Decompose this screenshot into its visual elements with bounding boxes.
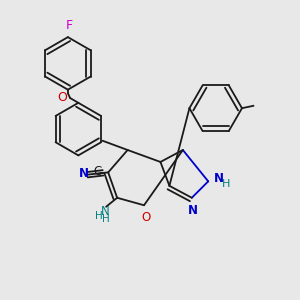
Text: N: N: [214, 172, 224, 185]
Text: H: H: [95, 211, 103, 221]
Text: O: O: [57, 91, 67, 103]
Text: H: H: [102, 214, 110, 224]
Text: C: C: [93, 165, 101, 178]
Text: H: H: [222, 179, 230, 189]
Text: O: O: [141, 211, 150, 224]
Text: N: N: [188, 204, 198, 217]
Text: N: N: [79, 167, 89, 180]
Text: N: N: [101, 205, 110, 218]
Text: F: F: [66, 19, 73, 32]
